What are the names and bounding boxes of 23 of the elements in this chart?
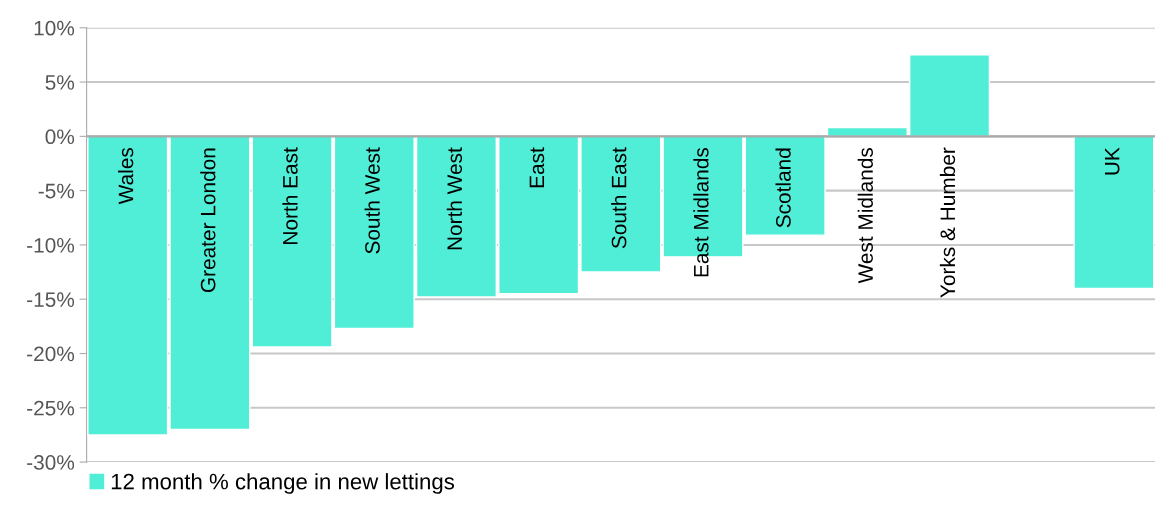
y-tick-label: -25%: [27, 400, 75, 416]
bar: [1073, 135, 1155, 290]
x-tick-label: East: [529, 147, 545, 188]
x-tick-label: South West: [364, 147, 380, 254]
y-tick-label: -20%: [27, 346, 75, 362]
x-tick-label: East Midlands: [693, 147, 709, 277]
x-tick-label: West Midlands: [857, 147, 873, 284]
y-tick-label: 0%: [45, 129, 75, 145]
y-tick-label: -10%: [27, 237, 75, 253]
y-tick-label: 5%: [45, 75, 75, 90]
legend-label: 12 month % change in new lettings: [111, 473, 455, 494]
y-tick-label: -15%: [27, 292, 75, 307]
x-tick-label: North East: [282, 147, 298, 244]
x-tick-label: Greater London: [200, 148, 216, 293]
x-tick-label: North West: [446, 147, 463, 250]
x-tick-label: UK: [1104, 147, 1120, 175]
x-tick-label: Yorks & Humber: [939, 147, 956, 298]
x-tick-label: Wales: [118, 147, 134, 205]
y-tick-label: -30%: [27, 455, 75, 470]
y-tick-label: -5%: [38, 183, 75, 199]
x-tick-label: South East: [611, 147, 627, 249]
x-tick-label: Scotland: [775, 148, 791, 228]
y-tick-label: 10%: [34, 20, 75, 36]
